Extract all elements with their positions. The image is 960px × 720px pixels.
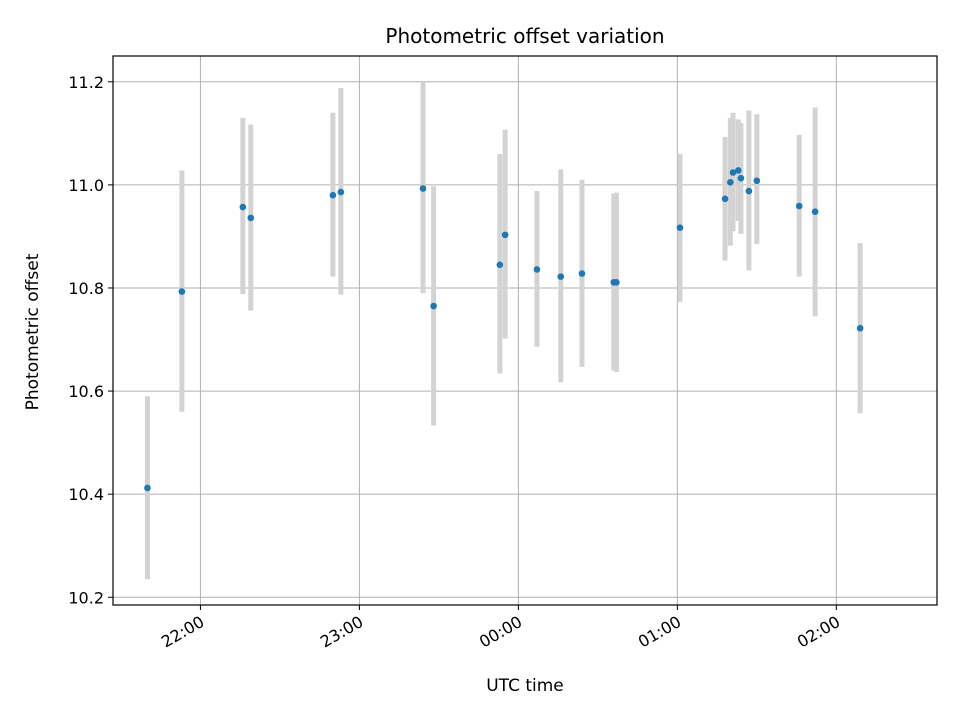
y-axis-label: Photometric offset: [23, 253, 43, 410]
chart-title: Photometric offset variation: [385, 24, 664, 48]
data-point: [496, 261, 504, 269]
data-point: [613, 279, 620, 286]
data-point: [337, 188, 345, 196]
y-tick-label: 10.6: [68, 382, 104, 401]
data-point: [727, 178, 734, 186]
y-tick-label: 10.8: [68, 279, 104, 298]
data-point: [729, 169, 737, 176]
y-tick-label: 10.2: [68, 588, 104, 607]
data-point: [811, 208, 819, 215]
data-point: [430, 302, 437, 310]
x-tick-label: 00:00: [476, 612, 525, 652]
y-tick-label: 11.2: [68, 73, 104, 92]
x-tick-label: 02:00: [794, 612, 843, 652]
data-point: [578, 270, 586, 277]
data-point: [745, 187, 753, 195]
data-point: [737, 174, 745, 182]
y-tick-label: 10.4: [68, 485, 104, 504]
data-point: [247, 214, 255, 222]
data-point: [721, 195, 729, 203]
x-tick-label: 23:00: [317, 612, 366, 652]
y-tick-label: 11.0: [68, 176, 104, 195]
data-point: [329, 191, 337, 199]
data-point: [676, 224, 684, 231]
errorbars: [144, 81, 863, 580]
x-tick-label: 22:00: [158, 612, 207, 652]
x-axis-ticks: 22:00 23:00 00:00 01:00 02:00: [158, 605, 843, 652]
y-axis-ticks: 10.2 10.4 10.6 10.8 11.0 11.2: [68, 73, 113, 607]
plot-frame: [112, 55, 938, 606]
data-point: [795, 202, 803, 210]
data-point: [501, 231, 509, 239]
x-axis-label: UTC time: [486, 676, 564, 696]
data-point: [144, 484, 151, 492]
data-point: [557, 273, 565, 280]
data-point: [178, 288, 186, 295]
data-points: [144, 167, 864, 492]
data-point: [239, 203, 247, 211]
data-point: [734, 167, 742, 174]
data-point: [753, 177, 761, 185]
x-tick-label: 01:00: [635, 612, 684, 652]
data-point: [533, 266, 541, 273]
data-point: [419, 185, 427, 192]
data-point: [856, 324, 864, 332]
